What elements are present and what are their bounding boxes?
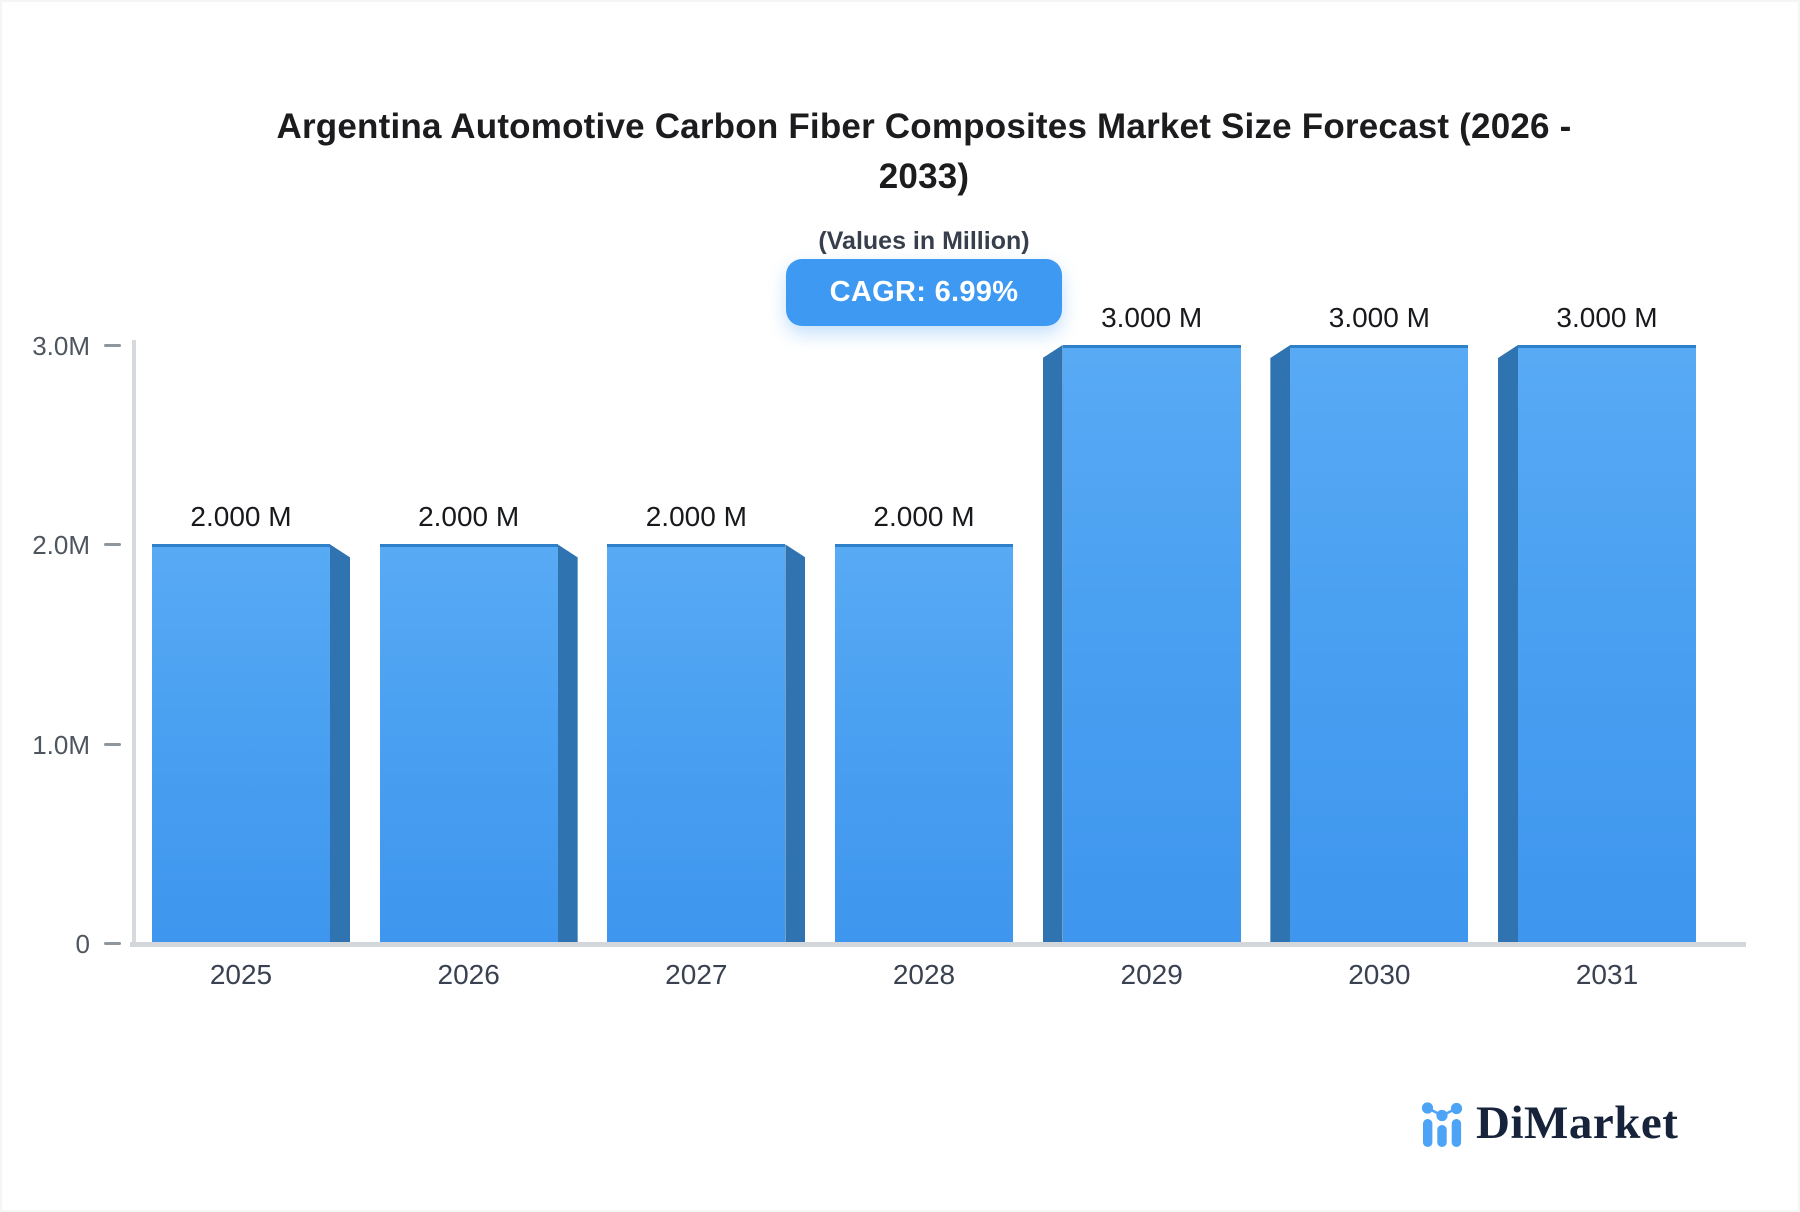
chart-title-line2: 2033) bbox=[878, 157, 970, 196]
bar-2029[interactable] bbox=[1062, 345, 1241, 943]
bar-value-label: 2.000 M bbox=[190, 501, 292, 533]
y-tick-label: 3.0M bbox=[32, 331, 90, 361]
cagr-badge: CAGR: 6.99% bbox=[786, 259, 1062, 326]
x-axis-label-2026: 2026 bbox=[437, 959, 500, 990]
chart-title-line1: Argentina Automotive Carbon Fiber Compos… bbox=[276, 107, 1572, 146]
x-axis-label-2030: 2030 bbox=[1348, 959, 1411, 990]
x-axis-label-2027: 2027 bbox=[665, 959, 728, 990]
bar-side-panel bbox=[785, 544, 806, 943]
bar-side-panel bbox=[1270, 345, 1291, 943]
y-tick-mark bbox=[104, 742, 121, 746]
y-tick-mark bbox=[104, 344, 121, 347]
bar-2030[interactable] bbox=[1290, 345, 1469, 943]
bar-2026[interactable] bbox=[379, 544, 558, 943]
x-axis-line bbox=[130, 942, 1746, 947]
x-axis-label-2031: 2031 bbox=[1575, 959, 1639, 990]
y-tick-label: 2.0M bbox=[32, 530, 90, 561]
brand-name: DiMarket bbox=[1476, 1097, 1679, 1149]
y-tick-mark bbox=[104, 942, 121, 945]
bar-2027[interactable] bbox=[607, 544, 786, 943]
y-tick-label: 0 bbox=[75, 929, 90, 959]
bar-value-label: 2.000 M bbox=[645, 501, 747, 533]
y-tick-mark bbox=[104, 543, 121, 547]
y-axis-line bbox=[132, 340, 136, 944]
bar-line-chart-icon bbox=[1421, 1102, 1463, 1147]
bar-value-label: 3.000 M bbox=[1328, 302, 1430, 333]
brand-logo: DiMarket bbox=[1421, 1100, 1678, 1147]
bar-value-label: 2.000 M bbox=[873, 501, 975, 533]
x-axis-label-2029: 2029 bbox=[1120, 959, 1183, 990]
x-axis-label-2025: 2025 bbox=[209, 959, 273, 990]
bar-2025[interactable] bbox=[152, 544, 330, 943]
bar-2031[interactable] bbox=[1518, 345, 1697, 943]
bar-side-panel bbox=[1042, 345, 1063, 943]
bar-side-panel bbox=[557, 544, 578, 943]
chart-title: Argentina Automotive Carbon Fiber Compos… bbox=[46, 102, 1798, 202]
chart-header: Argentina Automotive Carbon Fiber Compos… bbox=[46, 102, 1798, 258]
bar-value-label: 3.000 M bbox=[1101, 302, 1203, 333]
x-axis-label-2028: 2028 bbox=[892, 959, 956, 990]
bar-side-panel bbox=[330, 544, 350, 943]
bar-value-label: 3.000 M bbox=[1556, 302, 1658, 333]
bar-2028[interactable] bbox=[835, 544, 1013, 943]
y-tick-label: 1.0M bbox=[32, 729, 90, 760]
bar-side-panel bbox=[1498, 345, 1519, 943]
chart-subtitle: (Values in Million) bbox=[818, 227, 1030, 255]
bar-value-label: 2.000 M bbox=[418, 501, 520, 533]
